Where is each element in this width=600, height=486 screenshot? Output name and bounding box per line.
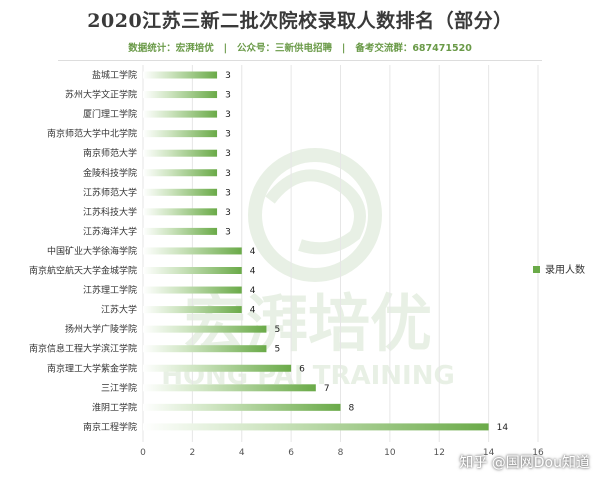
category-label: 盐城工学院 bbox=[92, 69, 137, 81]
x-tick-label: 4 bbox=[239, 448, 245, 458]
bars bbox=[143, 71, 489, 431]
x-axis-ticks: 0 2 4 6 8 10 12 14 16 bbox=[140, 448, 544, 458]
bar bbox=[143, 286, 242, 294]
legend-label: 录用人数 bbox=[545, 263, 585, 276]
category-label: 淮阴工学院 bbox=[92, 401, 137, 413]
category-label: 中国矿业大学徐海学院 bbox=[47, 245, 137, 257]
bar bbox=[143, 306, 242, 314]
bar bbox=[143, 71, 218, 79]
bar bbox=[143, 169, 218, 177]
category-label: 江苏师范大学 bbox=[83, 186, 137, 198]
value-label: 8 bbox=[349, 403, 355, 413]
value-label: 3 bbox=[225, 149, 231, 159]
category-label: 江苏科技大学 bbox=[83, 206, 137, 218]
chart-title: 2020江苏三新二批次院校录取人数排名（部分） bbox=[87, 10, 513, 32]
value-label: 4 bbox=[250, 247, 256, 257]
chart-subtitle: 数据统计：宏湃培优 | 公众号：三新供电招聘 | 备考交流群：687471520 bbox=[128, 43, 472, 54]
category-label: 苏州大学文正学院 bbox=[65, 89, 137, 101]
category-label: 三江学院 bbox=[101, 382, 137, 394]
x-tick-label: 12 bbox=[434, 448, 445, 458]
watermark-logo bbox=[248, 148, 382, 282]
value-label: 3 bbox=[225, 130, 231, 140]
value-label: 7 bbox=[324, 384, 330, 394]
bar bbox=[143, 403, 341, 411]
value-label: 3 bbox=[225, 169, 231, 179]
x-tick-label: 6 bbox=[288, 448, 294, 458]
bar bbox=[143, 149, 218, 157]
bar bbox=[143, 325, 267, 333]
x-tick-label: 16 bbox=[532, 448, 544, 458]
legend: 录用人数 bbox=[533, 263, 585, 276]
value-label: 3 bbox=[225, 110, 231, 120]
footer-credit: 知乎 @国网Dou知道 bbox=[459, 455, 590, 471]
value-label: 3 bbox=[225, 91, 231, 101]
value-label: 3 bbox=[225, 71, 231, 81]
bar bbox=[143, 364, 292, 372]
x-tick-label: 10 bbox=[384, 448, 396, 458]
category-label: 南京信息工程大学滨江学院 bbox=[29, 343, 137, 355]
category-label: 南京工程学院 bbox=[83, 421, 137, 433]
legend-swatch bbox=[533, 266, 540, 273]
category-label: 江苏海洋大学 bbox=[83, 225, 137, 237]
x-tick-label: 2 bbox=[190, 448, 196, 458]
bar bbox=[143, 91, 218, 99]
value-label: 4 bbox=[250, 286, 256, 296]
bar bbox=[143, 208, 218, 216]
value-labels: 3 3 3 3 3 3 3 3 3 4 4 4 4 5 5 6 7 8 14 bbox=[225, 71, 508, 433]
value-label: 6 bbox=[299, 364, 305, 374]
category-label: 南京师范大学中北学院 bbox=[47, 128, 137, 140]
value-label: 3 bbox=[225, 188, 231, 198]
value-label: 4 bbox=[250, 267, 256, 277]
category-label: 江苏大学 bbox=[101, 304, 137, 316]
category-label: 金陵科技学院 bbox=[83, 167, 137, 179]
bar bbox=[143, 267, 242, 274]
x-tick-label: 14 bbox=[483, 448, 495, 458]
x-tick-label: 0 bbox=[140, 448, 146, 458]
bar bbox=[143, 227, 218, 235]
value-label: 3 bbox=[225, 227, 231, 237]
category-label: 厦门理工学院 bbox=[83, 108, 137, 120]
category-label: 南京航空航天大学金城学院 bbox=[29, 265, 137, 277]
value-label: 5 bbox=[274, 325, 280, 335]
category-label: 南京师范大学 bbox=[83, 147, 137, 159]
value-label: 4 bbox=[250, 306, 256, 316]
bar bbox=[143, 247, 242, 255]
bar bbox=[143, 188, 218, 196]
category-label: 扬州大学广陵学院 bbox=[65, 323, 137, 335]
value-label: 14 bbox=[497, 423, 509, 433]
value-label: 3 bbox=[225, 208, 231, 218]
bar bbox=[143, 423, 489, 431]
bar bbox=[143, 110, 218, 118]
category-label: 南京理工大学紫金学院 bbox=[47, 362, 137, 374]
bar bbox=[143, 130, 218, 138]
value-label: 5 bbox=[274, 345, 280, 355]
bar bbox=[143, 345, 267, 353]
category-label: 江苏理工学院 bbox=[83, 284, 137, 296]
bar bbox=[143, 384, 316, 392]
x-tick-label: 8 bbox=[338, 448, 344, 458]
category-labels: 盐城工学院苏州大学文正学院厦门理工学院南京师范大学中北学院南京师范大学金陵科技学… bbox=[29, 69, 137, 433]
subtitle-divider bbox=[58, 60, 542, 61]
